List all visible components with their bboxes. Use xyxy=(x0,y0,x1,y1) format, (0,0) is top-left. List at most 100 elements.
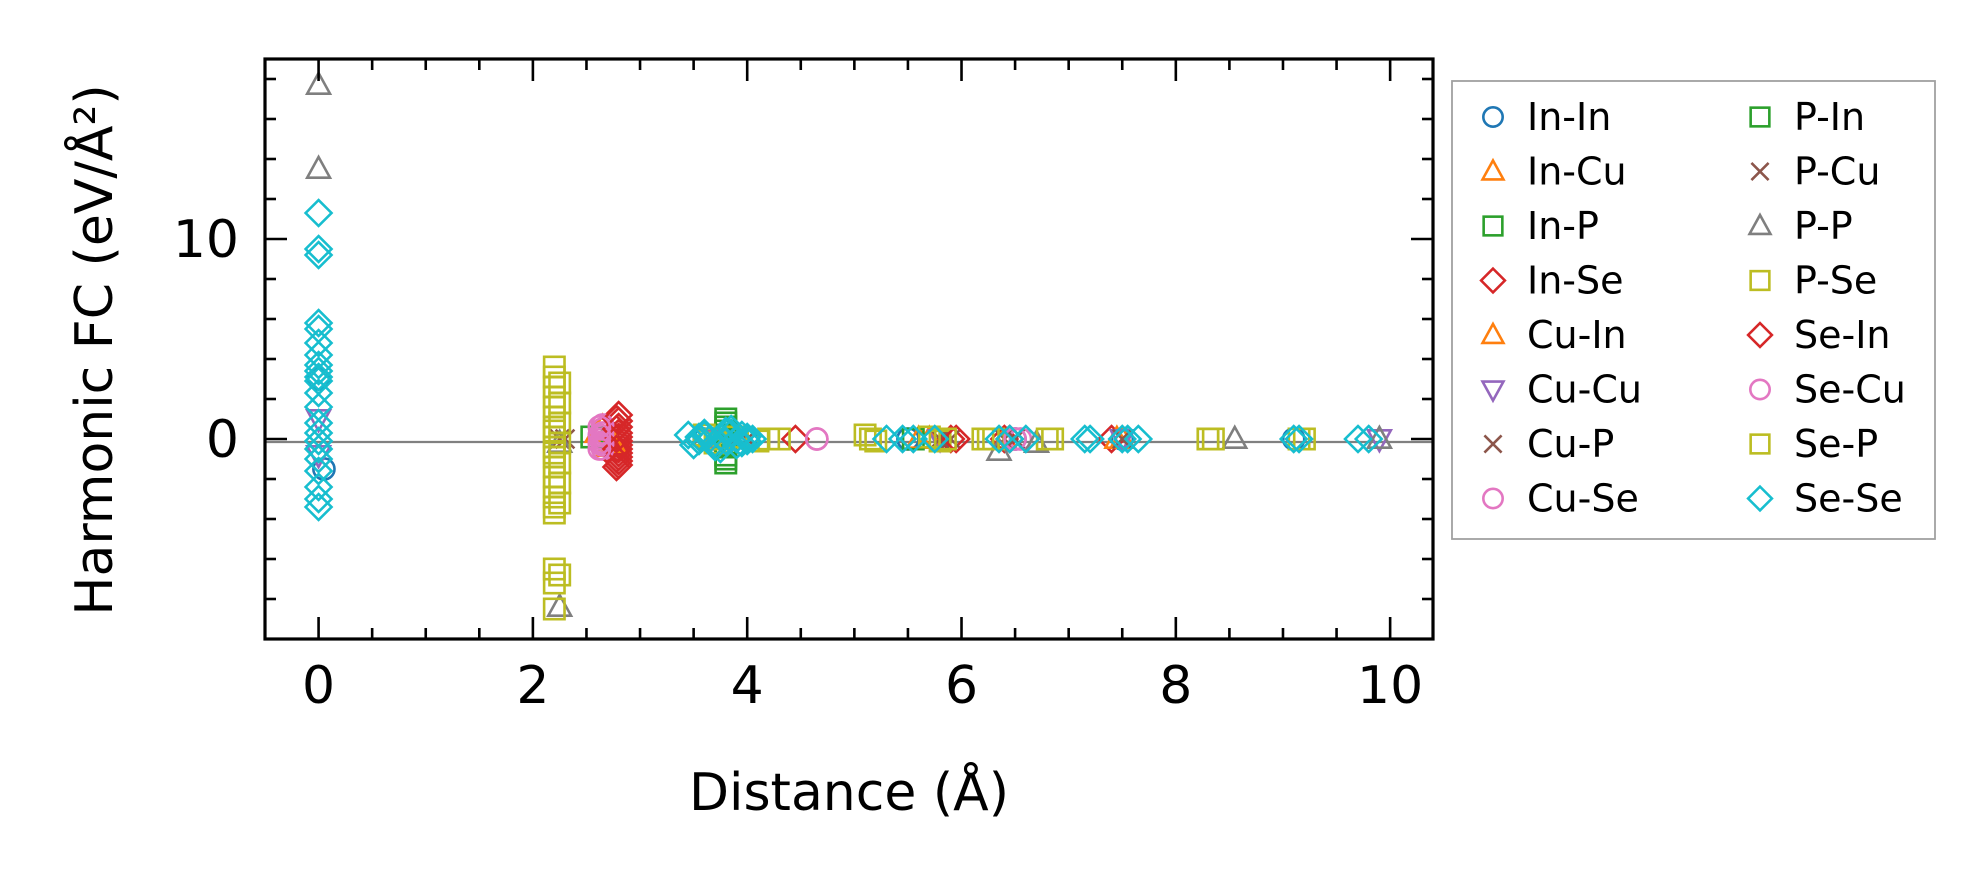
point-se-se xyxy=(303,492,334,522)
point-p-se xyxy=(542,557,566,581)
point-se-p xyxy=(858,427,882,451)
legend-marker xyxy=(1482,106,1504,128)
legend-marker xyxy=(1480,380,1506,404)
point-se-se xyxy=(898,424,929,454)
point-se-p xyxy=(1196,427,1220,451)
legend-label: In-Se xyxy=(1527,259,1624,303)
series-se-cu xyxy=(587,415,1027,461)
point-se-se xyxy=(1353,424,1384,454)
legend-label: Se-Se xyxy=(1794,477,1903,521)
legend-marker xyxy=(1480,157,1506,181)
x-tick-label: 6 xyxy=(945,656,978,716)
legend-item: P-P xyxy=(1747,204,1853,248)
legend-item: P-Cu xyxy=(1750,150,1880,194)
point-p-p xyxy=(1365,424,1394,449)
x-tick-label: 10 xyxy=(1357,656,1423,716)
legend-item: Se-Cu xyxy=(1749,368,1906,412)
point-se-se xyxy=(303,378,334,408)
x-tick-label: 0 xyxy=(302,656,335,716)
point-se-in xyxy=(601,404,632,434)
point-se-cu xyxy=(587,437,612,461)
y-tick-label: 0 xyxy=(206,410,239,470)
point-se-se xyxy=(303,240,334,270)
point-in-se xyxy=(989,424,1020,454)
y-axis-label: Harmonic FC (eV/Å²) xyxy=(63,84,125,615)
point-se-in xyxy=(601,414,632,444)
series-p-se xyxy=(542,355,1311,621)
series-se-p xyxy=(548,371,1316,587)
legend-marker xyxy=(1480,321,1506,345)
point-p-se xyxy=(542,419,566,443)
point-p-se xyxy=(542,597,566,621)
series-se-se xyxy=(303,198,1384,522)
legend-marker xyxy=(1749,378,1771,401)
legend-item: In-P xyxy=(1482,204,1599,248)
legend-item: Se-In xyxy=(1746,313,1891,357)
point-se-se xyxy=(303,444,334,474)
point-se-se xyxy=(727,420,757,450)
legend-item: P-Se xyxy=(1749,259,1877,303)
point-se-cu xyxy=(804,427,829,451)
plot-frame xyxy=(263,57,1435,641)
legend-item: Cu-Cu xyxy=(1480,368,1642,412)
legend-marker xyxy=(1746,321,1774,349)
point-se-se xyxy=(1011,424,1041,454)
point-se-se xyxy=(721,430,752,460)
legend-item: P-In xyxy=(1749,95,1865,139)
legend-item: Cu-P xyxy=(1483,422,1614,466)
point-se-se xyxy=(1284,424,1314,454)
point-se-se xyxy=(919,424,950,454)
point-se-se xyxy=(1123,424,1154,454)
legend-item: Se-Se xyxy=(1746,477,1903,521)
point-se-cu xyxy=(587,431,612,455)
point-se-se xyxy=(737,424,768,454)
legend-item: Se-P xyxy=(1749,422,1878,466)
point-se-in xyxy=(601,452,632,482)
legend-items: In-In In-Cu In-P In-Se Cu-In Cu-Cu Cu-P Cu-Se P-… xyxy=(1479,95,1906,521)
point-se-se xyxy=(303,484,334,514)
legend-marker xyxy=(1749,106,1771,128)
point-se-se xyxy=(1069,424,1100,454)
x-tick-label: 8 xyxy=(1159,656,1192,716)
point-se-se xyxy=(732,426,763,456)
point-se-se xyxy=(303,234,334,264)
axis-ticks xyxy=(265,59,1433,639)
point-se-cu xyxy=(587,423,612,447)
point-in-se xyxy=(780,424,811,454)
legend-marker xyxy=(1482,215,1504,237)
legend-marker xyxy=(1749,269,1771,292)
x-tick-label: 4 xyxy=(731,656,764,716)
series-cu-se xyxy=(590,413,1033,461)
legend-label: P-P xyxy=(1794,204,1853,248)
legend-item: In-Cu xyxy=(1480,150,1627,194)
point-p-se xyxy=(864,429,888,453)
legend: In-In In-Cu In-P In-Se Cu-In Cu-Cu Cu-P Cu-Se P-… xyxy=(1451,80,1936,540)
point-p-p xyxy=(1221,424,1249,449)
point-se-se xyxy=(1278,424,1309,454)
plot-area: 0 2 4 6 8 10 0 10 xyxy=(173,57,1435,716)
point-se-se xyxy=(303,456,334,486)
point-p-cu xyxy=(1004,428,1026,450)
legend-label: Se-P xyxy=(1794,422,1878,466)
point-se-se xyxy=(684,422,714,452)
legend-label: Cu-P xyxy=(1527,422,1614,466)
legend-box xyxy=(1451,80,1936,540)
legend-label: P-Cu xyxy=(1794,150,1880,194)
point-se-p xyxy=(933,427,957,451)
x-tick-label: 2 xyxy=(516,656,549,716)
point-se-se xyxy=(303,434,334,464)
point-se-se xyxy=(303,362,334,392)
legend-item: Cu-Se xyxy=(1482,477,1639,521)
legend-label: Cu-In xyxy=(1527,313,1627,357)
point-se-se xyxy=(303,328,334,358)
legend-label: In-In xyxy=(1527,95,1611,139)
point-se-p xyxy=(548,491,572,515)
point-se-se xyxy=(303,356,334,386)
point-se-se xyxy=(303,426,334,456)
legend-item: Cu-In xyxy=(1480,313,1627,357)
legend-marker xyxy=(1750,162,1770,181)
legend-label: In-Cu xyxy=(1527,150,1627,194)
point-se-p xyxy=(548,563,572,587)
legend-marker xyxy=(1746,484,1774,513)
legend-label: Cu-Cu xyxy=(1527,368,1642,412)
